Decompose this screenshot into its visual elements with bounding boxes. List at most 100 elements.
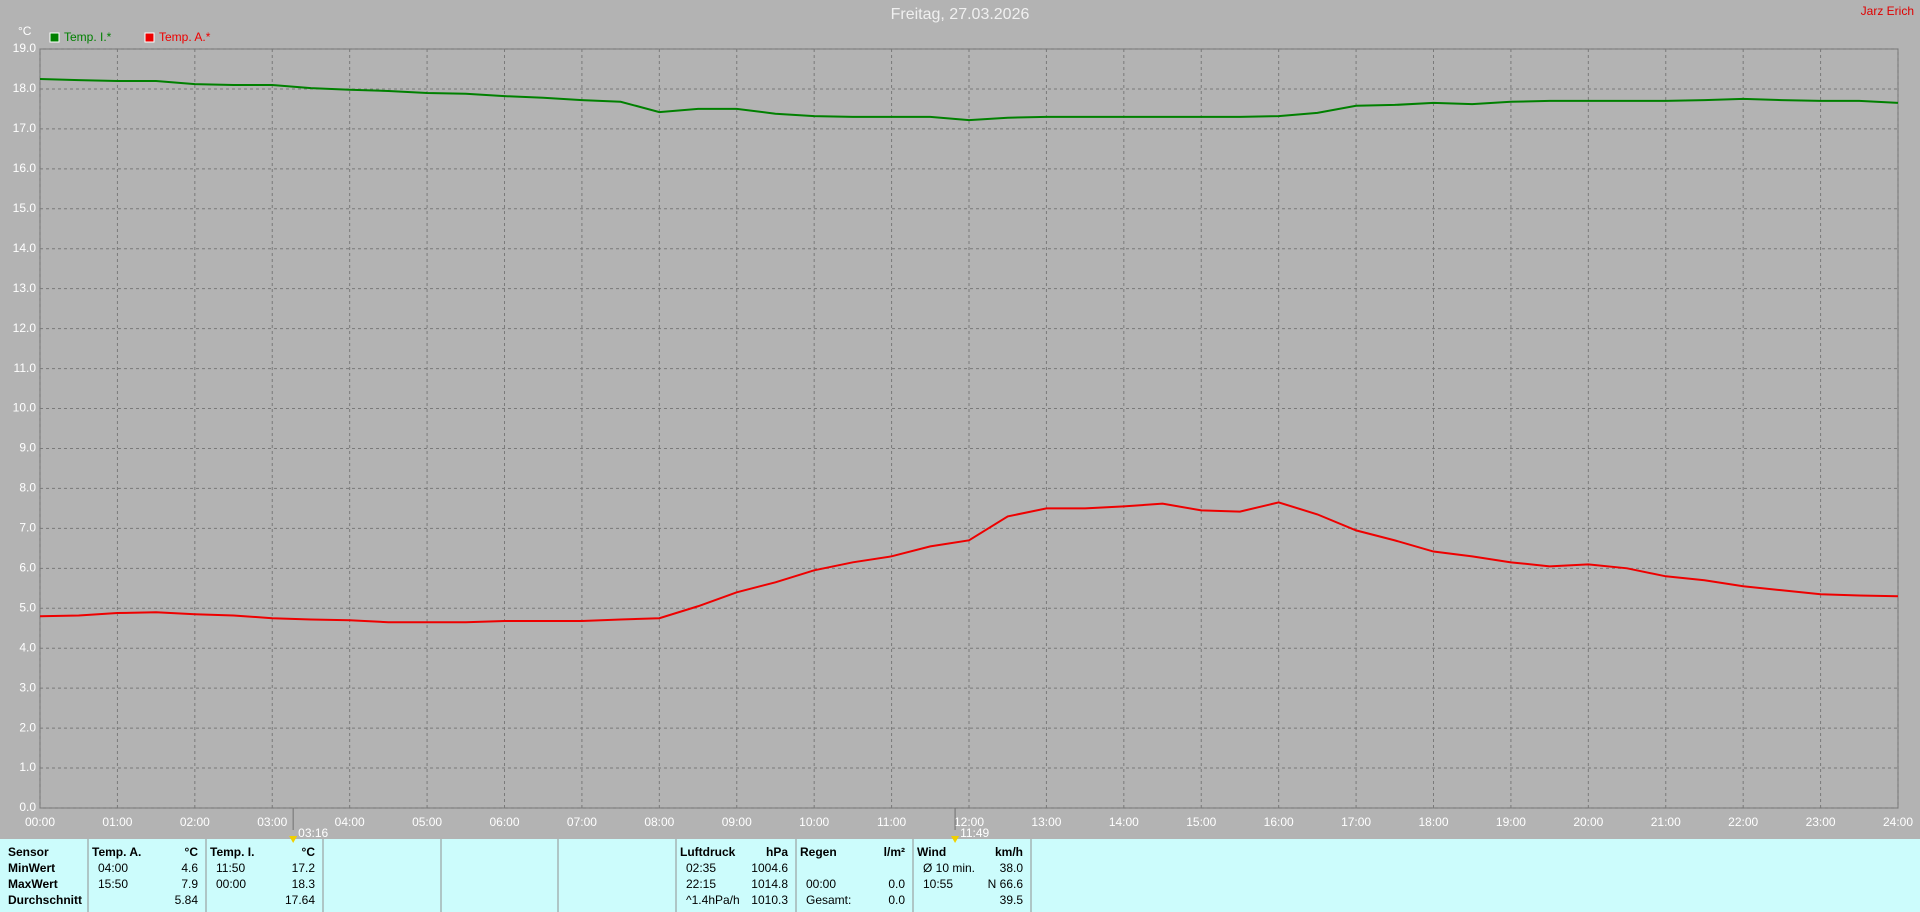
table-cell: 7.9 [181, 877, 198, 891]
table-cell: 39.5 [1000, 893, 1024, 907]
table-cell: 02:35 [686, 861, 716, 875]
table-header: hPa [766, 845, 788, 859]
table-cell: MaxWert [8, 877, 58, 891]
x-tick-label: 02:00 [180, 815, 210, 829]
x-tick-label: 13:00 [1031, 815, 1061, 829]
y-tick-label: 19.0 [13, 41, 37, 55]
table-cell: 00:00 [806, 877, 836, 891]
x-tick-label: 01:00 [102, 815, 132, 829]
table-cell: 17.64 [285, 893, 315, 907]
x-tick-label: 06:00 [489, 815, 519, 829]
y-tick-label: 9.0 [19, 441, 36, 455]
y-tick-label: 7.0 [19, 521, 36, 535]
legend-marker [49, 32, 60, 43]
y-tick-label: 6.0 [19, 560, 36, 574]
y-tick-label: 5.0 [19, 600, 36, 614]
annotation-label: 03:16 [298, 826, 328, 840]
x-tick-label: 15:00 [1186, 815, 1216, 829]
legend-marker [144, 32, 155, 43]
y-tick-label: 12.0 [13, 321, 37, 335]
chart-title: Freitag, 27.03.2026 [891, 6, 1030, 23]
legend-label: Temp. A.* [159, 30, 211, 44]
annotation-icon [289, 836, 298, 843]
table-cell: 22:15 [686, 877, 716, 891]
table-header: Wind [917, 845, 946, 859]
table-cell: 15:50 [98, 877, 128, 891]
x-tick-label: 00:00 [25, 815, 55, 829]
table-cell: MinWert [8, 861, 55, 875]
x-tick-label: 04:00 [335, 815, 365, 829]
x-tick-label: 24:00 [1883, 815, 1913, 829]
y-tick-label: 17.0 [13, 121, 37, 135]
table-cell: 1004.6 [751, 861, 788, 875]
y-tick-label: 11.0 [14, 361, 37, 375]
x-tick-label: 05:00 [412, 815, 442, 829]
y-tick-label: 15.0 [13, 201, 37, 215]
table-cell: 04:00 [98, 861, 128, 875]
table-cell: 38.0 [1000, 861, 1024, 875]
table-header: Temp. I. [210, 845, 254, 859]
x-tick-label: 17:00 [1341, 815, 1371, 829]
annotation-label: 11:49 [960, 826, 989, 840]
table-header: km/h [995, 845, 1023, 859]
y-tick-label: 16.0 [13, 161, 37, 175]
table-cell: 0.0 [888, 893, 905, 907]
table-cell: ^1.4hPa/h [686, 893, 740, 907]
series-line [39, 501, 1899, 624]
annotation-icon [951, 836, 960, 843]
table-cell: 11:50 [216, 861, 245, 875]
x-tick-label: 03:00 [257, 815, 287, 829]
x-tick-label: 19:00 [1496, 815, 1526, 829]
y-axis-label: °C [18, 24, 32, 38]
y-tick-label: 13.0 [13, 281, 37, 295]
table-cell: 17.2 [292, 861, 316, 875]
y-tick-label: 0.0 [19, 800, 36, 814]
table-cell: 0.0 [888, 877, 905, 891]
y-tick-label: 4.0 [19, 640, 36, 654]
y-tick-label: 8.0 [19, 481, 36, 495]
table-header: Regen [800, 845, 837, 859]
x-tick-label: 18:00 [1418, 815, 1448, 829]
x-tick-label: 16:00 [1264, 815, 1294, 829]
x-tick-label: 20:00 [1573, 815, 1603, 829]
table-header: l/m² [884, 845, 905, 859]
table-cell: 1014.8 [751, 877, 788, 891]
x-tick-label: 07:00 [567, 815, 597, 829]
table-header: Sensor [8, 845, 49, 859]
y-tick-label: 14.0 [13, 241, 37, 255]
table-cell: 18.3 [292, 877, 316, 891]
x-tick-label: 22:00 [1728, 815, 1758, 829]
legend-label: Temp. I.* [64, 30, 112, 44]
table-header: °C [302, 845, 316, 859]
table-cell: N 66.6 [988, 877, 1024, 891]
y-tick-label: 1.0 [19, 760, 36, 774]
y-tick-label: 2.0 [19, 720, 36, 734]
table-cell: 10:55 [923, 877, 953, 891]
x-tick-label: 14:00 [1109, 815, 1139, 829]
x-tick-label: 09:00 [722, 815, 752, 829]
x-tick-label: 12:00 [954, 815, 984, 829]
table-cell: Ø 10 min. [923, 861, 975, 875]
table-header: Temp. A. [92, 845, 141, 859]
table-header: °C [185, 845, 199, 859]
author: Jarz Erich [1861, 4, 1914, 18]
stats-table [0, 839, 1920, 912]
y-tick-label: 3.0 [19, 680, 36, 694]
x-tick-label: 21:00 [1651, 815, 1681, 829]
table-cell: Durchschnitt [8, 893, 82, 907]
y-tick-label: 18.0 [13, 81, 37, 95]
x-tick-label: 11:00 [877, 815, 906, 829]
table-cell: Gesamt: [806, 893, 851, 907]
x-tick-label: 08:00 [644, 815, 674, 829]
x-tick-label: 23:00 [1806, 815, 1836, 829]
series-line [39, 77, 1899, 122]
y-tick-label: 10.0 [13, 401, 37, 415]
table-cell: 1010.3 [751, 893, 788, 907]
x-tick-label: 10:00 [799, 815, 829, 829]
table-header: Luftdruck [680, 845, 736, 859]
table-cell: 5.84 [175, 893, 199, 907]
table-cell: 00:00 [216, 877, 246, 891]
table-cell: 4.6 [181, 861, 198, 875]
